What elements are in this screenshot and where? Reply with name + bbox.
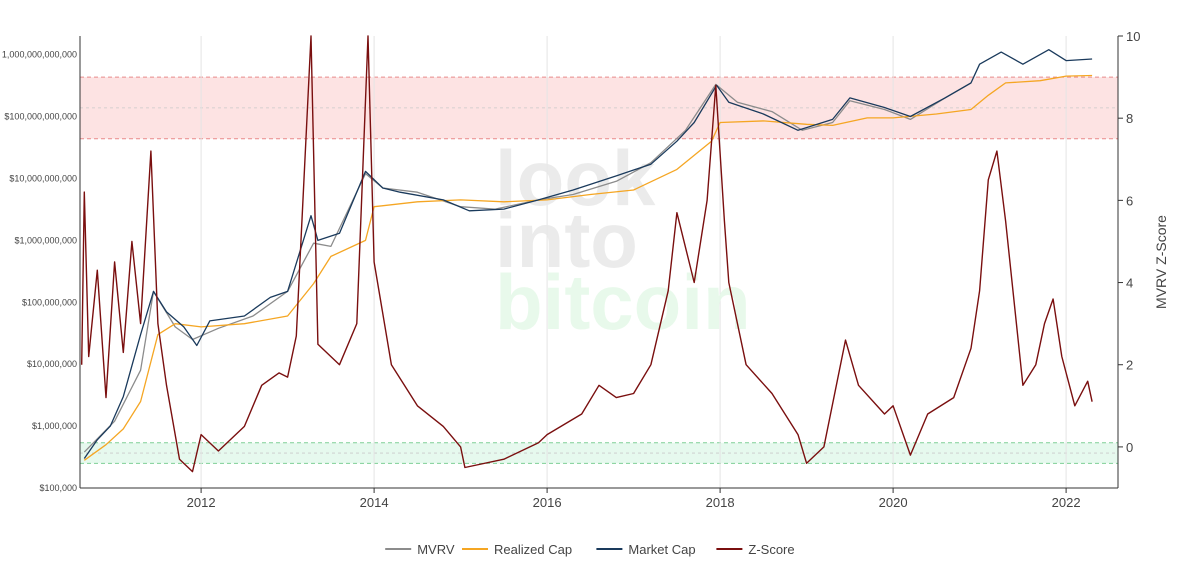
- y-left-tick-label: $100,000,000: [22, 297, 77, 307]
- watermark-line-2: into: [495, 196, 638, 284]
- legend-label: Realized Cap: [494, 542, 572, 557]
- y-left-tick-label: 1,000,000,000,000: [2, 50, 77, 60]
- axes: $100,000 $1,000,000 $10,000,000 $100,000,00…: [2, 29, 1141, 510]
- watermark-line-3: bitcoin: [495, 258, 751, 346]
- legend-item-realized-cap[interactable]: Realized Cap: [462, 542, 572, 557]
- y-right-tick-label: 0: [1126, 440, 1133, 455]
- watermark-line-1: look: [495, 134, 656, 222]
- x-tick-label: 2022: [1052, 495, 1081, 510]
- y-right-tick-label: 4: [1126, 276, 1133, 291]
- legend-item-mvrv[interactable]: MVRV: [385, 542, 455, 557]
- y-left-tick-label: $10,000,000: [27, 359, 77, 369]
- legend-item-market-cap[interactable]: Market Cap: [596, 542, 696, 557]
- y-left-tick-label: $1,000,000: [32, 421, 77, 431]
- series-line-realized-cap: [83, 74, 1093, 461]
- legend-label: Market Cap: [628, 542, 695, 557]
- watermark: look into bitcoin: [495, 134, 751, 346]
- x-tick-label: 2018: [706, 495, 735, 510]
- legend-label: MVRV: [417, 542, 455, 557]
- legend-label: Z-Score: [748, 542, 794, 557]
- threshold-bands: [80, 76, 1118, 464]
- y-left-tick-label: $10,000,000,000: [9, 173, 77, 183]
- y-right-tick-label: 6: [1126, 193, 1133, 208]
- y-right-tick-label: 2: [1126, 358, 1133, 373]
- y-left-tick-label: $100,000: [39, 483, 77, 493]
- series-line-z-score: [81, 35, 1093, 473]
- y-right-tick-label: 8: [1126, 111, 1133, 126]
- y-left-tick-label: $100,000,000,000: [4, 112, 77, 122]
- x-tick-label: 2012: [187, 495, 216, 510]
- x-tick-label: 2016: [533, 495, 562, 510]
- x-tick-label: 2020: [879, 495, 908, 510]
- series-line-market-cap: [83, 49, 1093, 459]
- legend[interactable]: MVRV Realized Cap Market Cap Z-Score: [385, 542, 795, 557]
- legend-item-z-score[interactable]: Z-Score: [716, 542, 795, 557]
- x-tick-label: 2014: [360, 495, 389, 510]
- y-right-tick-label: 10: [1126, 29, 1140, 44]
- y-left-tick-label: $1,000,000,000: [14, 235, 77, 245]
- series-lines: [81, 35, 1093, 473]
- right-axis-title: MVRV Z-Score: [1153, 215, 1169, 309]
